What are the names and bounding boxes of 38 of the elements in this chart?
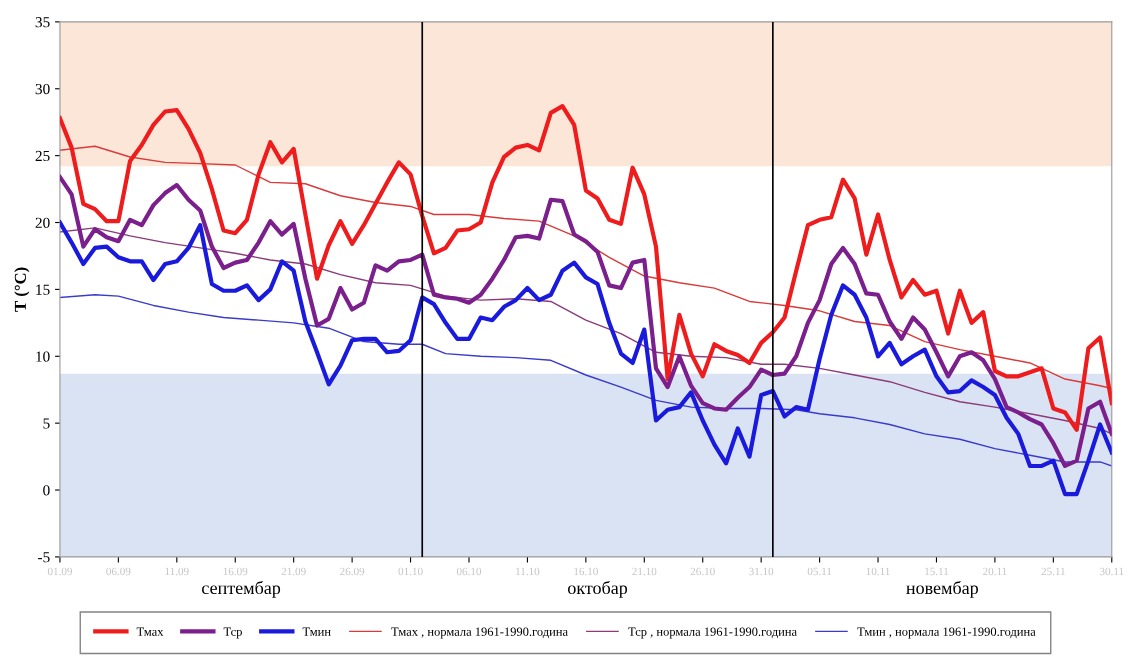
x-tick-label: 06.10 xyxy=(456,567,482,576)
legend-label: Тмин xyxy=(302,627,331,636)
y-tick-label: 10 xyxy=(36,351,50,362)
y-tick-label: 15 xyxy=(36,284,50,295)
text: октобар xyxy=(568,581,628,598)
line-series xyxy=(59,104,1112,432)
legend-label: Тмин , нормала 1961-1990.година xyxy=(857,627,1036,639)
legend-label: Тмах xyxy=(136,627,164,636)
x-tick-label: 20.11 xyxy=(983,567,1007,576)
legend-label: Тср xyxy=(223,627,242,639)
x-tick-label: 10.11 xyxy=(866,567,890,576)
legend-label: Тмах , нормала 1961-1990.година xyxy=(391,627,568,639)
x-tick-label: 31.10 xyxy=(749,567,774,576)
x-tick-label: 26.10 xyxy=(690,567,715,576)
line-series xyxy=(59,174,1112,469)
y-tick-label: 20 xyxy=(35,217,50,228)
x-tick-label: 26.09 xyxy=(340,567,365,576)
x-tick-label: 06.09 xyxy=(106,567,131,576)
x-tick-label: 30.11 xyxy=(1100,567,1124,576)
x-tick-label: 11.10 xyxy=(516,567,540,576)
y-tick-label: 30 xyxy=(35,83,50,95)
y-tick-label: 35 xyxy=(35,17,50,28)
x-tick-label: 01.10 xyxy=(398,567,423,576)
line-series xyxy=(59,294,1112,467)
x-tick-label: 01.09 xyxy=(47,567,72,576)
y-tick-label: 25 xyxy=(35,150,50,162)
y-tick-label: 5 xyxy=(43,418,50,429)
legend-label: Тср , нормала 1961-1990.година xyxy=(628,627,797,639)
y-tick-label: 0 xyxy=(43,485,50,496)
y-axis-title: Т (°C) xyxy=(14,267,30,312)
x-tick-label: 25.11 xyxy=(1041,567,1065,576)
line-series xyxy=(59,227,1112,435)
text: новембар xyxy=(906,581,978,598)
y-tick-label: -5 xyxy=(38,552,50,563)
x-tick-label: 21.09 xyxy=(281,567,306,576)
text: септембар xyxy=(202,581,281,598)
line-series xyxy=(59,220,1112,497)
x-tick-label: 11.09 xyxy=(165,567,189,576)
